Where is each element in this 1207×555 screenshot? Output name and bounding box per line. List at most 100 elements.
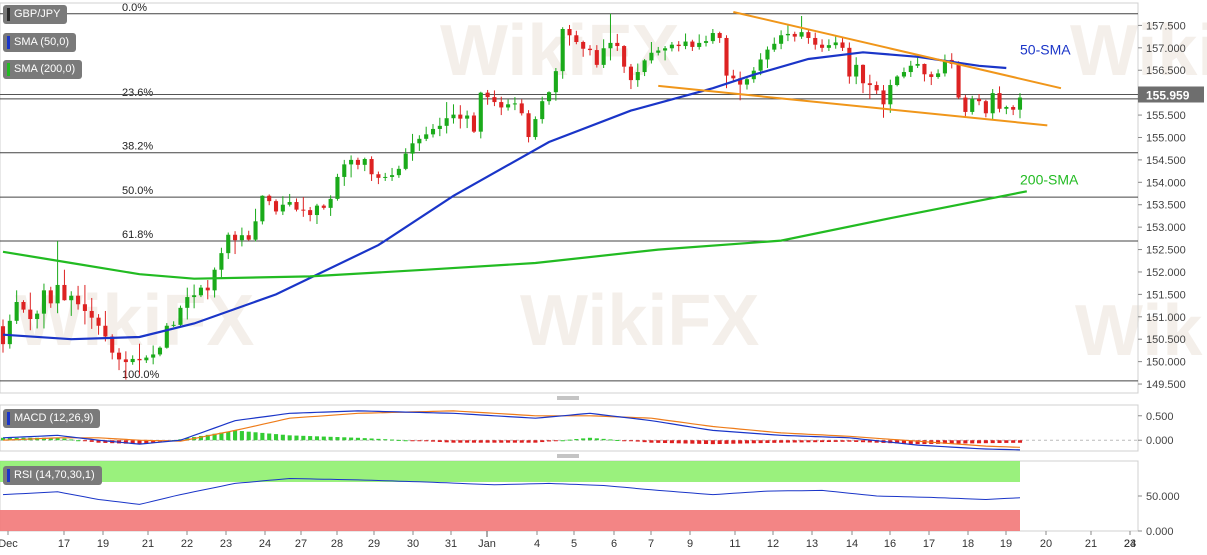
candle[interactable] bbox=[321, 204, 326, 210]
candle[interactable] bbox=[826, 39, 831, 51]
candle[interactable] bbox=[76, 285, 81, 310]
candle[interactable] bbox=[41, 283, 47, 329]
candle[interactable] bbox=[492, 90, 497, 107]
candle[interactable] bbox=[683, 33, 688, 50]
candle[interactable] bbox=[192, 284, 197, 309]
candle[interactable] bbox=[226, 232, 231, 259]
candle[interactable] bbox=[806, 29, 811, 44]
candle[interactable] bbox=[328, 195, 333, 216]
candle[interactable] bbox=[697, 34, 702, 50]
candle[interactable] bbox=[103, 310, 108, 342]
candle[interactable] bbox=[424, 126, 429, 142]
candle[interactable] bbox=[335, 173, 340, 201]
candle[interactable] bbox=[703, 35, 709, 47]
candle[interactable] bbox=[628, 63, 633, 90]
candle[interactable] bbox=[349, 155, 354, 178]
candle[interactable] bbox=[615, 33, 620, 51]
candle[interactable] bbox=[246, 230, 251, 241]
candle[interactable] bbox=[820, 39, 825, 52]
candle[interactable] bbox=[287, 193, 292, 207]
candle[interactable] bbox=[301, 197, 306, 217]
candle[interactable] bbox=[895, 75, 900, 87]
candle[interactable] bbox=[233, 231, 238, 255]
candle[interactable] bbox=[738, 71, 743, 101]
candle[interactable] bbox=[21, 300, 26, 313]
candle[interactable] bbox=[997, 86, 1002, 113]
candle[interactable] bbox=[28, 292, 33, 331]
candle[interactable] bbox=[929, 71, 934, 86]
candle[interactable] bbox=[970, 95, 975, 115]
candle[interactable] bbox=[89, 297, 94, 329]
trendlines-layer[interactable] bbox=[658, 10, 1062, 127]
candle[interactable] bbox=[813, 32, 818, 50]
candle[interactable] bbox=[936, 69, 941, 79]
candle[interactable] bbox=[444, 102, 449, 134]
rsi-pane[interactable] bbox=[0, 461, 1021, 531]
candle[interactable] bbox=[178, 305, 183, 328]
candle[interactable] bbox=[574, 30, 579, 45]
candle[interactable] bbox=[1011, 105, 1016, 116]
candle[interactable] bbox=[478, 91, 483, 139]
candle[interactable] bbox=[451, 104, 456, 124]
candle[interactable] bbox=[294, 198, 299, 212]
candle[interactable] bbox=[744, 76, 750, 90]
symbol-legend[interactable]: GBP/JPY bbox=[3, 5, 68, 24]
candle[interactable] bbox=[314, 203, 320, 224]
candle[interactable] bbox=[1017, 93, 1023, 119]
candle[interactable] bbox=[512, 97, 517, 111]
candle[interactable] bbox=[860, 64, 866, 94]
candle[interactable] bbox=[847, 42, 852, 84]
candle[interactable] bbox=[212, 267, 217, 298]
candle[interactable] bbox=[0, 319, 6, 353]
candle[interactable] bbox=[874, 81, 879, 94]
candle[interactable] bbox=[1004, 105, 1009, 115]
rsi-legend[interactable]: RSI (14,70,30,1) bbox=[3, 466, 102, 485]
candle[interactable] bbox=[908, 60, 913, 77]
candle[interactable] bbox=[581, 40, 586, 57]
candle[interactable] bbox=[553, 68, 558, 101]
candle[interactable] bbox=[308, 206, 313, 222]
candle[interactable] bbox=[164, 323, 169, 349]
macd-legend[interactable]: MACD (12,26,9) bbox=[3, 409, 101, 428]
candle[interactable] bbox=[669, 42, 674, 52]
candle[interactable] bbox=[642, 59, 647, 77]
candle[interactable] bbox=[656, 46, 661, 56]
candle[interactable] bbox=[137, 343, 142, 375]
candle[interactable] bbox=[867, 74, 872, 99]
candle[interactable] bbox=[403, 148, 408, 171]
candle[interactable] bbox=[663, 46, 668, 61]
candle[interactable] bbox=[990, 89, 995, 120]
candle[interactable] bbox=[253, 208, 258, 242]
candle[interactable] bbox=[758, 53, 763, 76]
candle[interactable] bbox=[390, 167, 395, 181]
candle[interactable] bbox=[123, 351, 128, 380]
candle[interactable] bbox=[567, 24, 572, 46]
candle[interactable] bbox=[779, 30, 784, 50]
candle[interactable] bbox=[772, 37, 777, 52]
candle[interactable] bbox=[649, 42, 654, 64]
candle[interactable] bbox=[151, 345, 156, 365]
sma50-legend[interactable]: SMA (50,0) bbox=[3, 33, 77, 52]
lower-trendline[interactable] bbox=[658, 84, 1048, 127]
sma200-legend[interactable]: SMA (200,0) bbox=[3, 60, 83, 79]
candle[interactable] bbox=[383, 172, 388, 181]
candle[interactable] bbox=[355, 157, 360, 170]
candle[interactable] bbox=[956, 61, 961, 99]
candle[interactable] bbox=[376, 171, 381, 185]
candle[interactable] bbox=[499, 96, 504, 116]
candle[interactable] bbox=[273, 199, 279, 215]
candle[interactable] bbox=[437, 117, 442, 137]
candle[interactable] bbox=[922, 63, 927, 82]
candle[interactable] bbox=[280, 196, 285, 216]
candle[interactable] bbox=[185, 287, 190, 320]
candle[interactable] bbox=[62, 269, 67, 301]
candle[interactable] bbox=[717, 31, 722, 43]
candle[interactable] bbox=[635, 63, 640, 87]
candle[interactable] bbox=[471, 112, 477, 133]
candle[interactable] bbox=[587, 45, 593, 56]
candle[interactable] bbox=[7, 314, 12, 349]
candle[interactable] bbox=[519, 99, 524, 116]
candle[interactable] bbox=[396, 165, 401, 178]
candle[interactable] bbox=[485, 89, 490, 105]
